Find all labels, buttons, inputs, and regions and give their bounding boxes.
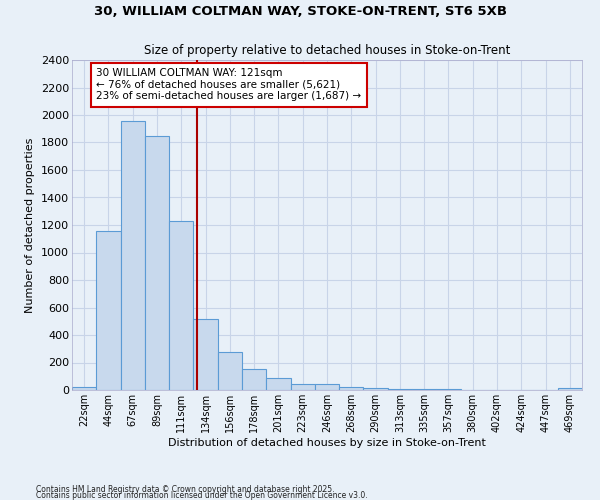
Bar	[558, 388, 582, 390]
X-axis label: Distribution of detached houses by size in Stoke-on-Trent: Distribution of detached houses by size …	[168, 438, 486, 448]
Bar	[388, 389, 412, 390]
Text: Contains HM Land Registry data © Crown copyright and database right 2025.: Contains HM Land Registry data © Crown c…	[36, 484, 335, 494]
Bar	[218, 352, 242, 390]
Bar	[290, 384, 315, 390]
Bar	[315, 384, 339, 390]
Bar	[266, 378, 290, 390]
Bar	[121, 120, 145, 390]
Bar	[145, 136, 169, 390]
Text: Contains public sector information licensed under the Open Government Licence v3: Contains public sector information licen…	[36, 490, 368, 500]
Bar	[96, 230, 121, 390]
Bar	[193, 319, 218, 390]
Bar	[72, 386, 96, 390]
Text: 30, WILLIAM COLTMAN WAY, STOKE-ON-TRENT, ST6 5XB: 30, WILLIAM COLTMAN WAY, STOKE-ON-TRENT,…	[94, 5, 506, 18]
Title: Size of property relative to detached houses in Stoke-on-Trent: Size of property relative to detached ho…	[144, 44, 510, 58]
Bar	[242, 370, 266, 390]
Bar	[364, 388, 388, 390]
Text: 30 WILLIAM COLTMAN WAY: 121sqm
← 76% of detached houses are smaller (5,621)
23% : 30 WILLIAM COLTMAN WAY: 121sqm ← 76% of …	[96, 68, 361, 102]
Y-axis label: Number of detached properties: Number of detached properties	[25, 138, 35, 312]
Bar	[169, 221, 193, 390]
Bar	[339, 387, 364, 390]
